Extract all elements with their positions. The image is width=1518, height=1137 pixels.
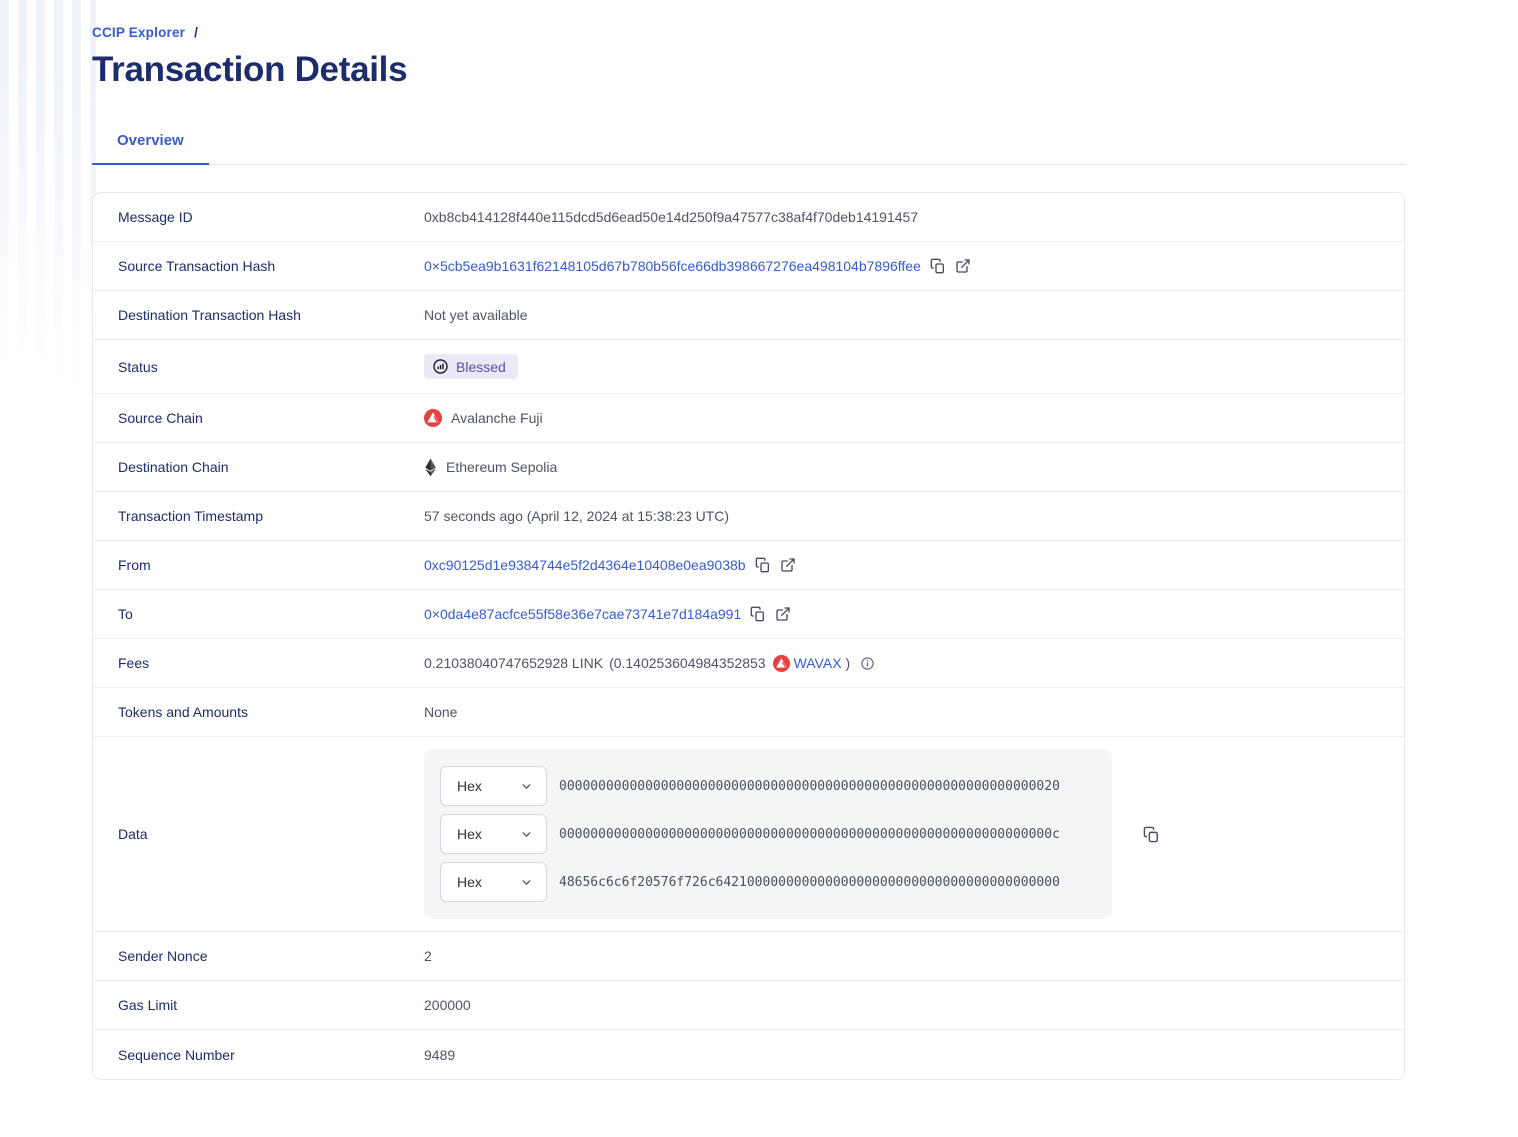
tab-overview[interactable]: Overview (92, 132, 209, 165)
copy-icon[interactable] (750, 606, 766, 622)
data-entry: Hex 000000000000000000000000000000000000… (440, 766, 1096, 806)
gas-limit-value: 200000 (424, 997, 471, 1013)
row-label: Tokens and Amounts (118, 704, 248, 720)
table-row-status: Status Blessed (93, 340, 1404, 394)
table-row-message-id: Message ID 0xb8cb414128f440e115dcd5d6ead… (93, 193, 1404, 242)
hex-encoding-select[interactable]: Hex (440, 814, 547, 854)
sender-nonce-value: 2 (424, 948, 432, 964)
fees-value: 0.21038040747652928 LINK (0.140253604984… (424, 654, 875, 672)
status-badge-label: Blessed (456, 358, 506, 375)
copy-icon[interactable] (1143, 826, 1160, 843)
breadcrumb-ccip-explorer-link[interactable]: CCIP Explorer (92, 25, 186, 40)
external-link-icon[interactable] (780, 557, 796, 573)
hex-encoding-select[interactable]: Hex (440, 862, 547, 902)
tokens-value: None (424, 704, 458, 720)
row-label: Status (118, 358, 158, 375)
row-label: Source Chain (118, 410, 203, 426)
dest-chain-value: Ethereum Sepolia (424, 458, 557, 477)
row-label: Data (118, 826, 148, 842)
table-row-tokens: Tokens and Amounts None (93, 688, 1404, 737)
row-label: Sequence Number (118, 1046, 235, 1063)
copy-icon[interactable] (755, 557, 771, 573)
avalanche-icon (424, 409, 442, 427)
status-badge: Blessed (424, 354, 518, 379)
row-label: Message ID (118, 209, 193, 225)
table-row-sequence-number: Sequence Number 9489 (93, 1030, 1404, 1079)
chevron-down-icon (520, 876, 533, 889)
message-id-value: 0xb8cb414128f440e115dcd5d6ead50e14d250f9… (424, 209, 919, 225)
row-label: Gas Limit (118, 997, 178, 1013)
table-row-dest-chain: Destination Chain Ethereum Sepolia (93, 443, 1404, 492)
data-entry: Hex 48656c6c6f20576f726c6421000000000000… (440, 862, 1096, 902)
tab-bar: Overview (92, 132, 1405, 165)
external-link-icon[interactable] (775, 606, 791, 622)
to-address-link[interactable]: 0×0da4e87acfce55f58e36e7cae73741e7d184a9… (424, 606, 742, 622)
external-link-icon[interactable] (955, 258, 971, 274)
table-row-timestamp: Transaction Timestamp 57 seconds ago (Ap… (93, 492, 1404, 541)
row-label: Destination Chain (118, 459, 229, 475)
table-row-source-tx-hash: Source Transaction Hash 0×5cb5ea9b1631f6… (93, 242, 1404, 291)
transaction-details-table: Message ID 0xb8cb414128f440e115dcd5d6ead… (92, 192, 1405, 1080)
copy-icon[interactable] (930, 258, 946, 274)
dest-tx-hash-value: Not yet available (424, 307, 528, 323)
data-entry: Hex 000000000000000000000000000000000000… (440, 814, 1096, 854)
blessed-signal-icon (432, 358, 449, 375)
hex-data-value: 48656c6c6f20576f726c64210000000000000000… (559, 874, 1060, 890)
breadcrumb: CCIP Explorer / (92, 25, 1405, 40)
row-label: From (118, 557, 151, 573)
table-row-fees: Fees 0.21038040747652928 LINK (0.1402536… (93, 639, 1404, 688)
table-row-gas-limit: Gas Limit 200000 (93, 981, 1404, 1030)
table-row-to: To 0×0da4e87acfce55f58e36e7cae73741e7d18… (93, 590, 1404, 639)
breadcrumb-separator: / (194, 25, 199, 40)
from-address-link[interactable]: 0xc90125d1e9384744e5f2d4364e10408e0ea903… (424, 557, 746, 573)
chevron-down-icon (520, 828, 533, 841)
wavax-token-link[interactable]: WAVAX (793, 655, 842, 671)
avalanche-icon (772, 654, 790, 672)
fees-native-amount: (0.140253604984352853 (609, 655, 766, 671)
fees-link-amount: 0.21038040747652928 LINK (424, 655, 604, 671)
row-label: Source Transaction Hash (118, 258, 276, 274)
table-row-sender-nonce: Sender Nonce 2 (93, 932, 1404, 981)
page-title: Transaction Details (92, 50, 408, 89)
table-row-from: From 0xc90125d1e9384744e5f2d4364e10408e0… (93, 541, 1404, 590)
source-tx-hash-link[interactable]: 0×5cb5ea9b1631f62148105d67b780b56fce66db… (424, 258, 921, 274)
hex-data-value: 0000000000000000000000000000000000000000… (559, 826, 1060, 842)
row-label: Destination Transaction Hash (118, 307, 301, 323)
table-row-data: Data Hex 0000000000000000000000000000000… (93, 737, 1404, 932)
chevron-down-icon (520, 780, 533, 793)
row-label: Transaction Timestamp (118, 508, 263, 524)
hex-data-value: 0000000000000000000000000000000000000000… (559, 778, 1060, 794)
data-hex-panel: Hex 000000000000000000000000000000000000… (424, 749, 1112, 919)
ethereum-icon (424, 458, 437, 477)
table-row-source-chain: Source Chain Avalanche Fuji (93, 394, 1404, 443)
fees-info-icon[interactable] (860, 656, 875, 671)
row-label: Sender Nonce (118, 948, 208, 964)
hex-encoding-select[interactable]: Hex (440, 766, 547, 806)
row-label: To (118, 606, 133, 622)
fees-paren-close: ) (845, 655, 851, 671)
timestamp-value: 57 seconds ago (April 12, 2024 at 15:38:… (424, 508, 730, 524)
sequence-number-value: 9489 (424, 1046, 456, 1063)
row-label: Fees (118, 655, 150, 671)
table-row-dest-tx-hash: Destination Transaction Hash Not yet ava… (93, 291, 1404, 340)
source-chain-value: Avalanche Fuji (424, 409, 543, 427)
